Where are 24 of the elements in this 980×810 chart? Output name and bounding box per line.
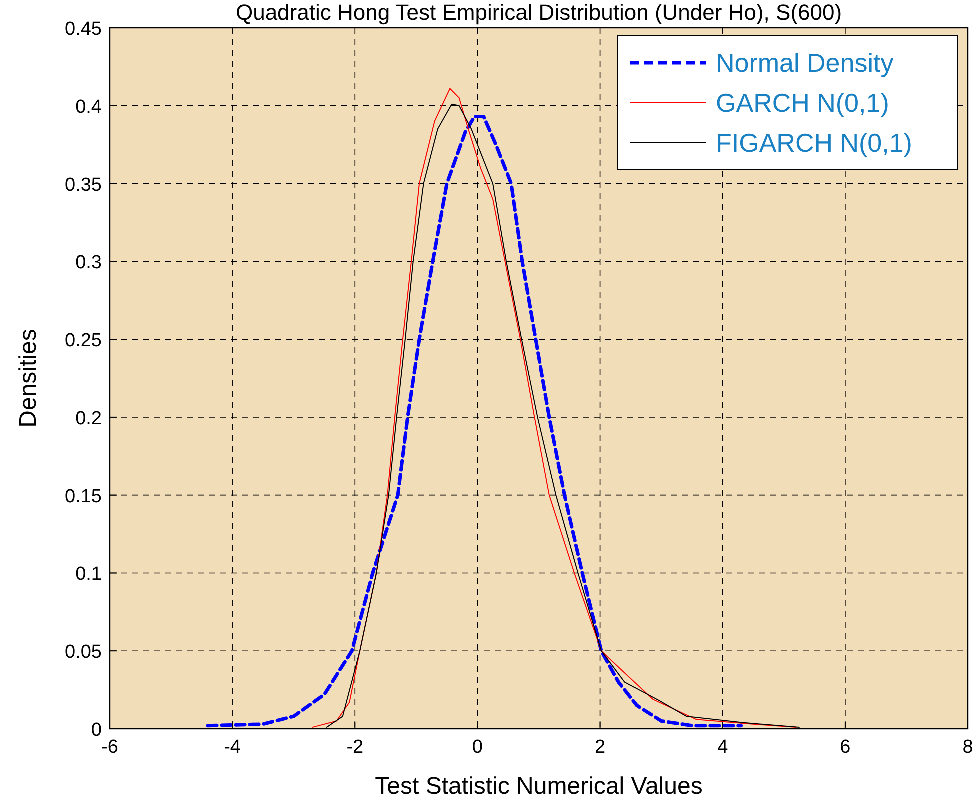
y-tick-label: 0	[91, 720, 102, 741]
y-tick-label: 0.15	[65, 486, 102, 508]
x-tick-label: 4	[718, 737, 729, 758]
y-tick-label: 0.25	[65, 330, 102, 352]
y-tick-label: 0.05	[65, 642, 102, 664]
y-axis-title: Densities	[15, 329, 42, 428]
x-tick-label: -4	[224, 737, 242, 758]
x-tick-label: -2	[346, 737, 364, 758]
y-tick-label: 0.35	[65, 174, 102, 196]
x-tick-label: 6	[840, 737, 851, 758]
y-tick-label: 0.4	[76, 96, 102, 118]
y-tick-label: 0.1	[76, 564, 102, 586]
x-axis-title: Test Statistic Numerical Values	[375, 773, 703, 800]
y-tick-label: 0.3	[76, 252, 102, 274]
x-tick-label: 8	[962, 737, 974, 758]
y-tick-label: 0.45	[65, 19, 102, 40]
legend-label: FIGARCH N(0,1)	[716, 128, 912, 158]
legend-label: GARCH N(0,1)	[716, 88, 890, 118]
x-tick-label: 2	[594, 737, 606, 758]
y-tick-label: 0.2	[76, 408, 102, 430]
legend-label: Normal Density	[716, 48, 894, 78]
x-tick-label: 0	[472, 737, 484, 758]
chart-title: Quadratic Hong Test Empirical Distribution (Under Ho), S(600)	[236, 0, 842, 25]
x-tick-label: -6	[102, 737, 118, 758]
